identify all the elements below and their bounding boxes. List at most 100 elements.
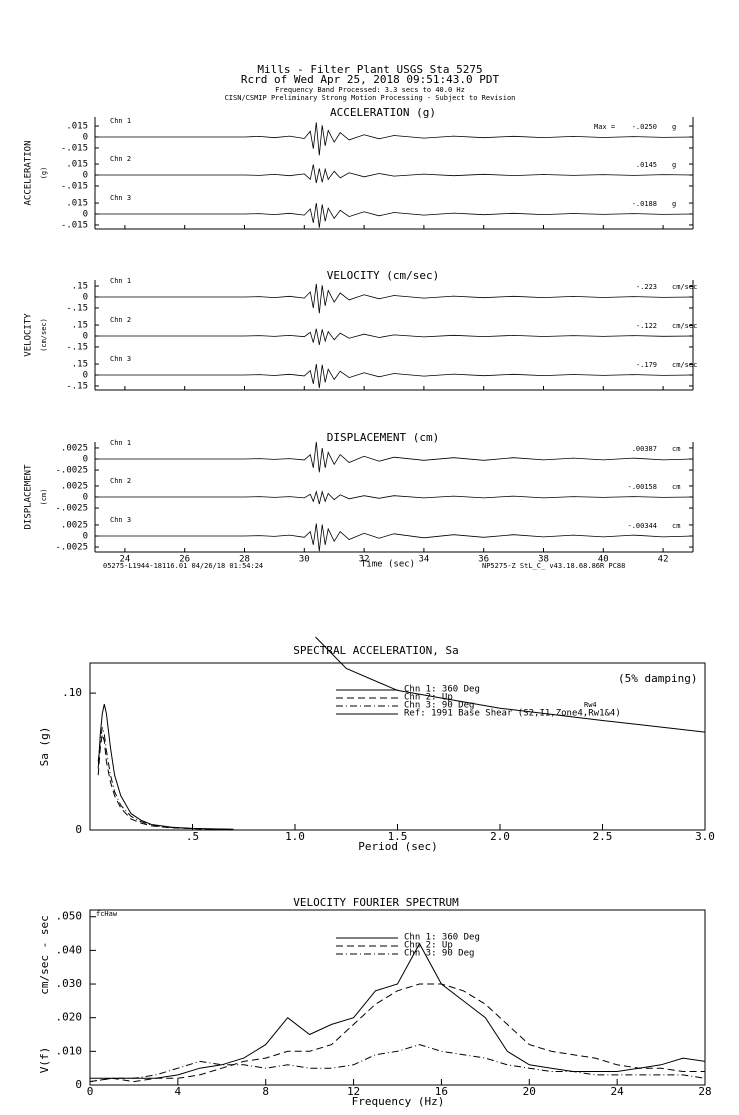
y-tick-label: -.15 xyxy=(66,303,88,313)
y-tick-label: 0 xyxy=(83,293,88,303)
y-tick-label: 0 xyxy=(83,455,88,465)
y-axis-label: DISPLACEMENT xyxy=(24,464,34,530)
x-tick-label: 12 xyxy=(347,1085,360,1098)
y-tick-label: -.15 xyxy=(66,342,88,352)
footer-left: 05275-L1944-18116.01 04/26/18 01:54:24 xyxy=(103,562,263,570)
channel-label: Chn 2 xyxy=(110,477,131,485)
waveform xyxy=(95,363,694,389)
legend-label: Chn 1: 360 Deg xyxy=(404,933,480,943)
max-value: .0145 xyxy=(636,161,657,169)
y-tick-label: .15 xyxy=(72,321,88,331)
y-tick-label: 0 xyxy=(83,493,88,503)
waveform xyxy=(95,328,694,345)
max-unit: cm/sec xyxy=(672,322,697,330)
max-unit: cm xyxy=(672,522,680,530)
y-tick-label: 0 xyxy=(75,1078,82,1091)
max-unit: cm/sec xyxy=(672,283,697,291)
y-tick-label: .015 xyxy=(66,122,88,132)
header-note: CISN/CSMIP Preliminary Strong Motion Pro… xyxy=(225,94,516,102)
y-tick-label: 0 xyxy=(75,823,82,836)
x-tick-label: 40 xyxy=(598,555,609,565)
waveform xyxy=(95,523,694,552)
max-unit: g xyxy=(672,161,676,169)
y-tick-label: -.015 xyxy=(61,143,88,153)
channel-label: Chn 3 xyxy=(110,516,131,524)
y-axis-label: VELOCITY xyxy=(24,313,34,357)
header-title: Mills - Filter Plant USGS Sta 5275 xyxy=(257,63,482,76)
waveform xyxy=(95,283,694,314)
max-unit: cm xyxy=(672,445,680,453)
plot-frame xyxy=(89,662,706,831)
x-tick-label: 24 xyxy=(119,555,130,565)
max-value: .00387 xyxy=(632,445,657,453)
max-unit: cm/sec xyxy=(672,361,697,369)
panel-title: DISPLACEMENT (cm) xyxy=(327,431,440,444)
y-tick-label: .10 xyxy=(62,686,82,699)
legend-label: Chn 2: Up xyxy=(404,693,453,703)
y-axis-label: ACCELERATION xyxy=(24,140,34,205)
x-tick-label: 24 xyxy=(611,1085,625,1098)
y-tick-label: .015 xyxy=(66,199,88,209)
y-tick-label: .0025 xyxy=(61,481,88,491)
x-tick-label: 8 xyxy=(262,1085,269,1098)
y-axis-unit: (g) xyxy=(40,167,48,180)
x-tick-label: 1.0 xyxy=(285,830,305,843)
x-tick-label: 36 xyxy=(478,555,489,565)
x-tick-label: 38 xyxy=(538,555,549,565)
y-tick-label: .030 xyxy=(56,977,83,990)
y-axis-unit: (cm/sec) xyxy=(40,318,48,352)
y-tick-label: 0 xyxy=(83,532,88,542)
y-tick-label: .015 xyxy=(66,160,88,170)
y-tick-label: 0 xyxy=(83,133,88,143)
y-tick-label: .040 xyxy=(56,943,83,956)
y-tick-label: -.0025 xyxy=(55,504,88,514)
channel-label: Chn 1 xyxy=(110,439,131,447)
plot-frame xyxy=(89,909,706,1086)
y-tick-label: -.015 xyxy=(61,220,88,230)
x-tick-label: 3.0 xyxy=(695,830,715,843)
x-tick-label: 28 xyxy=(698,1085,711,1098)
legend-label: Ref: 1991 Base Shear (S2,I1,Zone4,Rw1&4) xyxy=(404,709,621,719)
legend-label: Chn 3: 90 Deg xyxy=(404,701,474,711)
max-unit: cm xyxy=(672,483,680,491)
y-tick-label: -.0025 xyxy=(55,543,88,553)
x-tick-label: 28 xyxy=(239,555,250,565)
x-tick-label: 30 xyxy=(299,555,310,565)
series-line xyxy=(97,727,234,830)
x-axis-label: Period (sec) xyxy=(358,840,437,853)
y-axis-unit: (cm) xyxy=(40,489,48,506)
series-line xyxy=(89,1044,706,1083)
channel-label: Chn 2 xyxy=(110,316,131,324)
y-tick-label: .15 xyxy=(72,360,88,370)
waveform xyxy=(95,490,694,505)
max-value: -.0250 xyxy=(632,123,657,131)
x-tick-label: 1.5 xyxy=(388,830,408,843)
waveform xyxy=(95,441,694,473)
max-value: -.122 xyxy=(636,322,657,330)
max-value: -.00158 xyxy=(627,483,657,491)
header-record: Rcrd of Wed Apr 25, 2018 09:51:43.0 PDT xyxy=(241,73,500,86)
x-tick-label: 0 xyxy=(87,1085,94,1098)
annotation: Rw4 xyxy=(584,701,597,709)
panel-title: VELOCITY (cm/sec) xyxy=(327,269,440,282)
y-tick-label: .15 xyxy=(72,282,88,292)
y-tick-label: -.015 xyxy=(61,181,88,191)
channel-label: Chn 2 xyxy=(110,155,131,163)
y-tick-label: 0 xyxy=(83,371,88,381)
annotation: (5% damping) xyxy=(618,672,697,685)
waveform xyxy=(95,202,694,228)
y-tick-label: .050 xyxy=(56,910,83,923)
x-tick-label: 42 xyxy=(658,555,669,565)
y-tick-label: -.0025 xyxy=(55,466,88,476)
x-tick-label: 20 xyxy=(523,1085,536,1098)
header-band: Frequency Band Processed: 3.3 secs to 40… xyxy=(275,86,465,94)
x-tick-label: 4 xyxy=(175,1085,182,1098)
y-tick-label: .0025 xyxy=(61,443,88,453)
annotation: fcHaw xyxy=(96,910,118,918)
max-value: -.223 xyxy=(636,283,657,291)
waveform xyxy=(95,164,694,184)
series-line xyxy=(315,636,706,733)
y-tick-label: .0025 xyxy=(61,520,88,530)
channel-label: Chn 3 xyxy=(110,355,131,363)
y-tick-label: -.15 xyxy=(66,381,88,391)
